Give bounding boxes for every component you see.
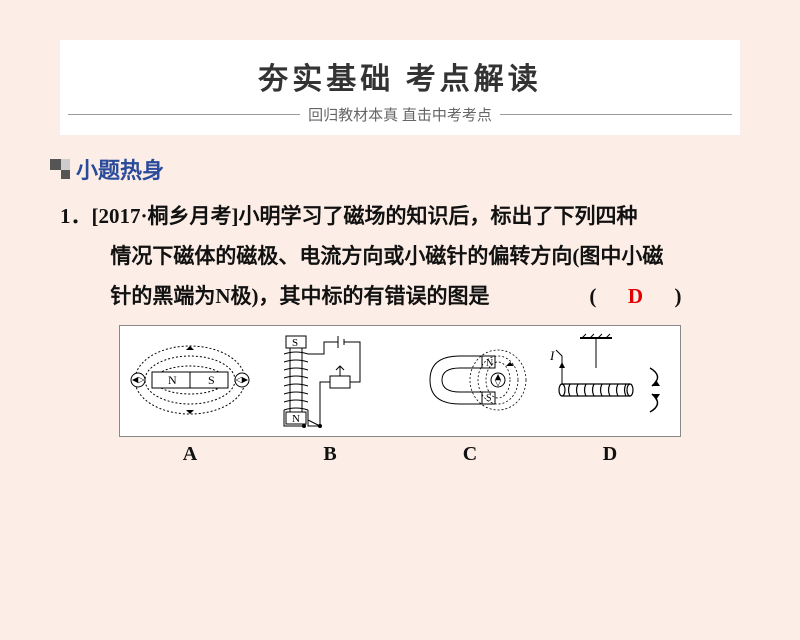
current-label: I (549, 348, 555, 363)
section-label: 小题热身 (76, 153, 164, 185)
header-title: 夯实基础 考点解读 (60, 54, 740, 98)
question-number: 1． (60, 204, 92, 228)
question-text: 1．[2017·桐乡月考]小明学习了磁场的知识后，标出了下列四种 情况下磁体的磁… (60, 197, 740, 317)
question-line3: 针的黑端为N极)，其中标的有错误的图是 (110, 284, 489, 308)
header-subtitle-wrap: 回归教材本真 直击中考考点 (60, 104, 740, 125)
paren-close: ) (674, 284, 681, 308)
divider-line (500, 114, 732, 115)
figure-b: S N (260, 326, 400, 436)
hs-s-label: S (486, 393, 492, 404)
option-b: B (260, 443, 400, 466)
answer-letter: D (628, 284, 643, 308)
hs-n-label: N (486, 358, 493, 369)
section-icon (50, 159, 70, 179)
option-d: D (540, 443, 680, 466)
question-line2: 情况下磁体的磁极、电流方向或小磁针的偏转方向(图中小磁 (110, 244, 663, 268)
question-block: 1．[2017·桐乡月考]小明学习了磁场的知识后，标出了下列四种 情况下磁体的磁… (60, 197, 740, 317)
paren-open: ( (589, 284, 596, 308)
sol-n-label: N (292, 413, 300, 425)
question-source: [2017·桐乡月考] (92, 204, 239, 228)
header-subtitle: 回归教材本真 直击中考考点 (308, 104, 492, 125)
option-a: A (120, 443, 260, 466)
section-tag: 小题热身 (50, 153, 800, 185)
options-row: A B C D (120, 443, 680, 466)
option-c: C (400, 443, 540, 466)
question-line1: 小明学习了磁场的知识后，标出了下列四种 (239, 204, 638, 228)
bar-n-label: N (168, 373, 177, 387)
figure-a: N S (120, 326, 260, 436)
figure-d: I (540, 326, 680, 436)
divider-line (68, 114, 300, 115)
sol-s-label: S (292, 337, 298, 349)
bar-s-label: S (208, 373, 215, 387)
figure-c: N S (400, 326, 540, 436)
figure-box: N S S N (119, 325, 681, 437)
header-box: 夯实基础 考点解读 回归教材本真 直击中考考点 (60, 40, 740, 135)
